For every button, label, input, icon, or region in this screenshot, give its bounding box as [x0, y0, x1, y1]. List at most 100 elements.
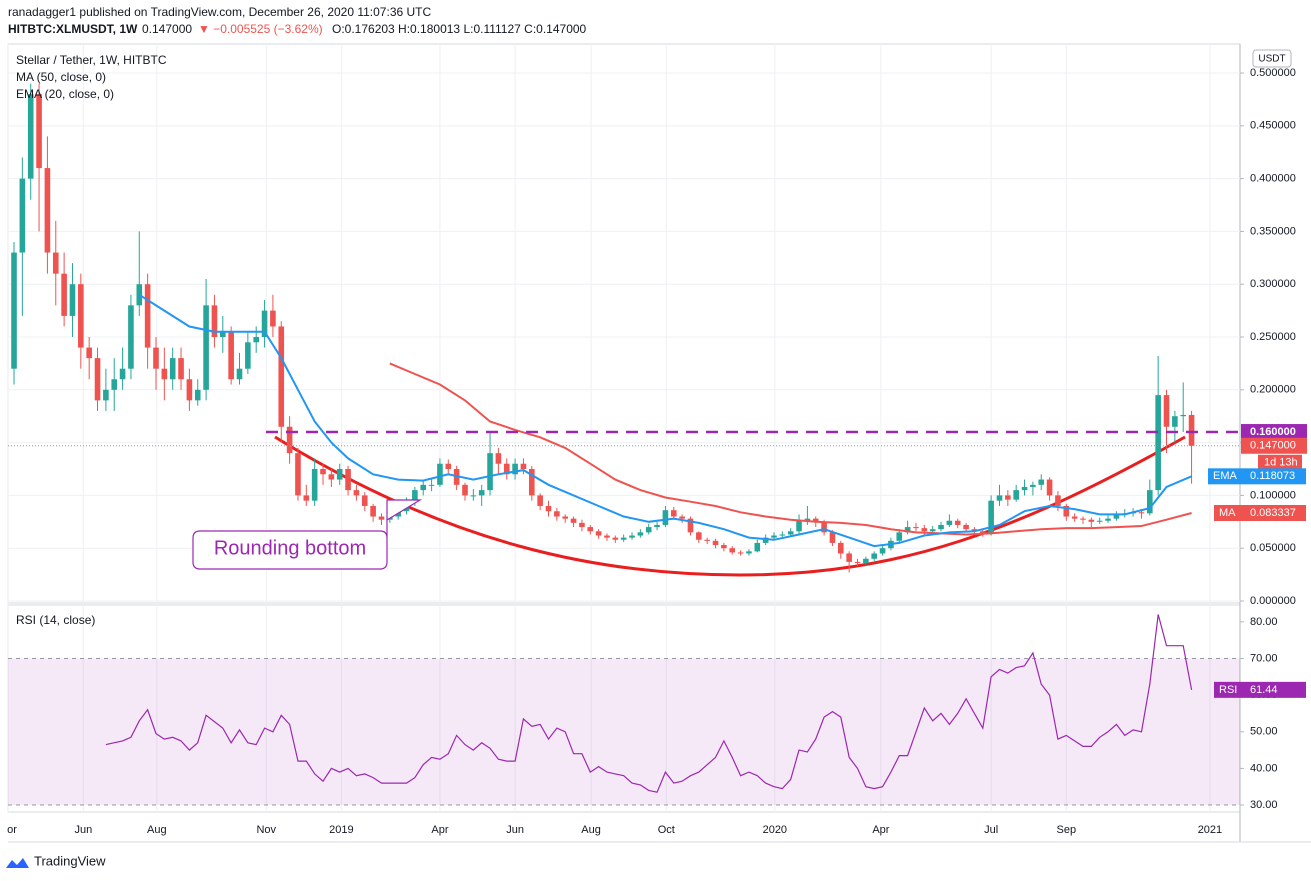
- candle-body: [328, 474, 335, 480]
- candle-body: [787, 531, 794, 535]
- candle-body: [796, 520, 802, 532]
- series-tag-value: 61.44: [1250, 684, 1278, 696]
- candle-body: [754, 542, 761, 552]
- x-tick-label: Apr: [431, 824, 448, 836]
- candle-body: [929, 529, 936, 532]
- y-tick-label: 0.350000: [1250, 225, 1296, 237]
- candle-body: [19, 178, 26, 253]
- candle-body: [746, 551, 752, 554]
- last-price-label: 0.147000: [1250, 440, 1296, 452]
- candle-body: [537, 495, 543, 506]
- candle-body: [320, 469, 326, 475]
- x-tick-label: Aug: [581, 824, 601, 836]
- x-tick-label: Jul: [984, 824, 998, 836]
- candle-body: [311, 469, 318, 501]
- candle-body: [979, 531, 986, 534]
- candle-body: [579, 522, 585, 528]
- candle-body: [762, 537, 769, 543]
- logo-icon: [6, 858, 29, 868]
- series-tag-bg: [1208, 468, 1306, 485]
- header-change: ▼ −0.005525 (−3.62%): [198, 22, 323, 36]
- candle-body: [529, 469, 535, 496]
- candle-body: [36, 94, 42, 169]
- series-tag-bg: [1214, 504, 1306, 521]
- candle-body: [1096, 520, 1103, 522]
- candle-body: [604, 535, 610, 538]
- candle-body: [570, 518, 577, 523]
- candle-body: [629, 535, 635, 538]
- x-tick-label: Sep: [1057, 824, 1077, 836]
- candle-body: [545, 505, 552, 512]
- candle-body: [554, 511, 560, 517]
- candle-body: [178, 358, 184, 380]
- candle-body: [270, 310, 276, 327]
- brand[interactable]: TradingView: [34, 853, 106, 868]
- candle-body: [679, 516, 685, 519]
- candle-body: [1088, 519, 1095, 522]
- candle-body: [27, 94, 34, 179]
- candle-body: [111, 379, 118, 390]
- candle-body: [779, 534, 786, 536]
- candle-body: [612, 537, 619, 540]
- candle-body: [261, 310, 268, 338]
- y-tick-label: 0.400000: [1250, 173, 1296, 185]
- candle-body: [821, 521, 827, 533]
- currency-box[interactable]: [1252, 49, 1292, 68]
- x-tick-label: 2019: [329, 824, 353, 836]
- candle-body: [295, 453, 301, 496]
- candle-body: [1055, 495, 1061, 506]
- candle-body: [420, 484, 427, 491]
- currency: USDT: [1258, 54, 1285, 65]
- last-price-bg: [1241, 437, 1307, 454]
- candle-body: [470, 495, 477, 497]
- candle-body: [812, 518, 819, 522]
- candle-body: [495, 453, 502, 464]
- series-tag: RSI: [1219, 684, 1237, 696]
- rsi-tick-label: 40.00: [1250, 762, 1278, 774]
- plot: [8, 83, 1240, 793]
- header-price: 0.147000: [142, 22, 192, 36]
- candle-body: [829, 532, 836, 543]
- candle-body: [211, 305, 218, 338]
- candle-body: [169, 358, 176, 380]
- ema-line: [138, 293, 1192, 548]
- candle-body: [1038, 479, 1045, 485]
- candle-body: [1163, 395, 1170, 427]
- candle-body: [938, 524, 944, 530]
- candle-body: [478, 490, 485, 496]
- x-tick-label: 2020: [763, 824, 787, 836]
- candle-body: [186, 379, 193, 401]
- candle-body: [737, 552, 744, 554]
- y-tick-label: 0.450000: [1250, 120, 1296, 132]
- candle-body: [103, 389, 109, 401]
- candle-body: [253, 337, 260, 343]
- callout-box: [192, 499, 423, 570]
- candle-body: [11, 252, 17, 369]
- x-tick-label: Jun: [506, 824, 524, 836]
- rsi-band-group: [8, 657, 1240, 806]
- candle-body: [771, 535, 777, 538]
- candle-body: [721, 545, 727, 549]
- candle-body: [144, 284, 151, 348]
- candle-body: [44, 168, 51, 253]
- candle-body: [1138, 512, 1145, 514]
- x-tick-label: or: [7, 824, 17, 836]
- y-tick-label: 0.000000: [1250, 595, 1296, 607]
- candle-body: [445, 463, 452, 470]
- candle-body: [278, 326, 285, 427]
- candle-body: [52, 252, 59, 274]
- x-tick-label: Apr: [872, 824, 889, 836]
- series-tag-value: 0.083337: [1250, 507, 1296, 519]
- series-tag: MA: [1219, 507, 1236, 519]
- candle-body: [1188, 414, 1195, 446]
- symbol: HITBTC:XLMUSDT, 1W: [8, 22, 138, 36]
- level-label: 0.160000: [1250, 426, 1296, 438]
- candle-body: [562, 516, 569, 519]
- candle-body: [963, 524, 969, 530]
- series-tag-value: 0.118073: [1250, 470, 1295, 482]
- y-tick-label: 0.100000: [1250, 489, 1296, 501]
- candle-body: [1046, 479, 1053, 496]
- ma-legend: MA (50, close, 0): [16, 70, 106, 84]
